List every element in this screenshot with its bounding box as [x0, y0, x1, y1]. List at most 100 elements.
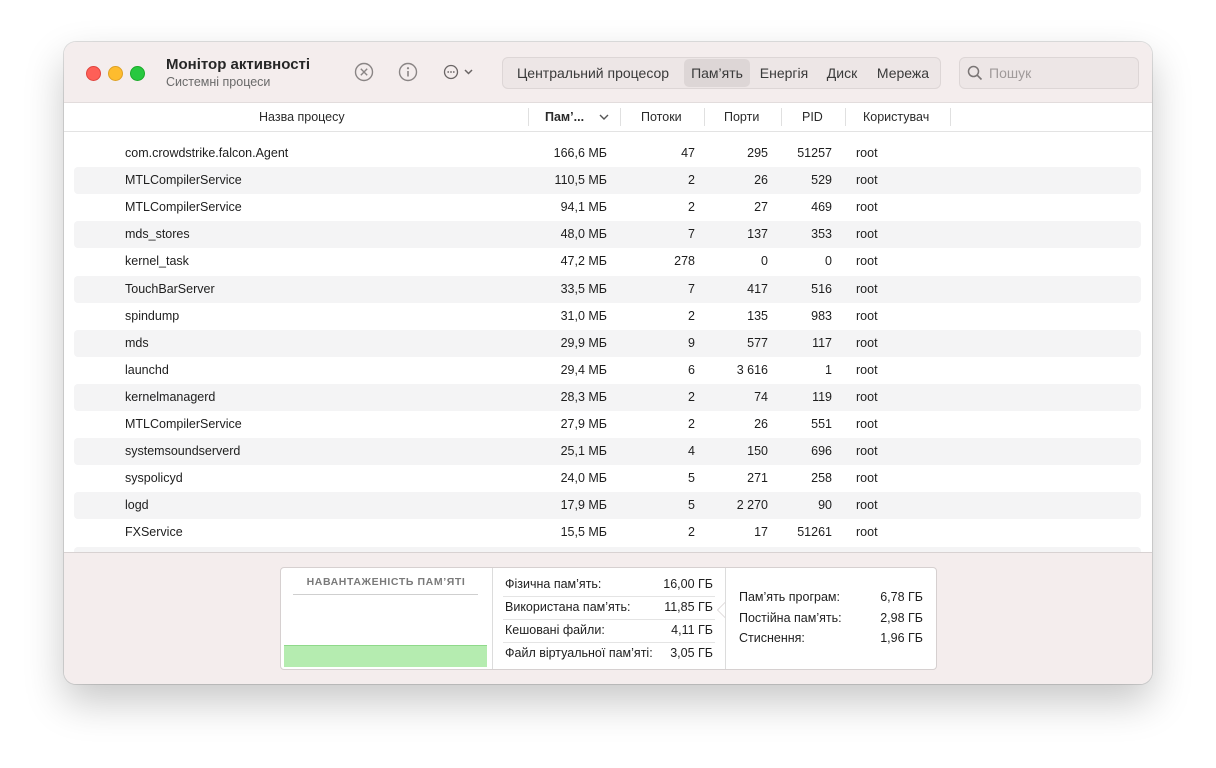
process-name: kernelmanagerd: [125, 389, 216, 404]
table-row[interactable]: MTLCompilerService 110,5 МБ 2 26 529 root: [74, 167, 1141, 195]
process-memory: 110,5 МБ: [554, 173, 607, 188]
process-user: root: [856, 389, 878, 404]
column-header-name[interactable]: Назва процесу: [259, 110, 345, 124]
column-header-user[interactable]: Користувач: [863, 110, 930, 124]
process-ports: 74: [754, 389, 768, 404]
process-pid: 258: [811, 471, 832, 486]
process-threads: 2: [688, 173, 695, 188]
process-threads: 47: [681, 146, 695, 160]
process-threads: 7: [688, 281, 695, 296]
column-header-ports[interactable]: Порти: [724, 110, 760, 124]
close-window-button[interactable]: [86, 66, 101, 81]
stat-value: 2,98 ГБ: [880, 611, 923, 625]
process-ports: 3 616: [736, 362, 768, 377]
process-user: root: [856, 146, 878, 160]
search-placeholder: Пошук: [989, 65, 1032, 81]
tab-memory[interactable]: Пам’ять: [684, 59, 750, 87]
table-row[interactable]: MTLCompilerService 94,1 МБ 2 27 469 root: [74, 194, 1141, 221]
more-actions-icon[interactable]: [442, 62, 476, 82]
column-header-pid[interactable]: PID: [802, 110, 823, 124]
process-threads: 2: [688, 308, 695, 323]
tab-bar: Центральний процесор Пам’ять Енергія Дис…: [502, 57, 941, 89]
zoom-window-button[interactable]: [130, 66, 145, 81]
table-row[interactable]: launchd 29,4 МБ 6 3 616 1 root: [74, 357, 1141, 384]
table-row[interactable]: systemsoundserverd 25,1 МБ 4 150 696 root: [74, 438, 1141, 466]
process-memory: 33,5 МБ: [560, 281, 607, 296]
process-name: mds: [125, 335, 149, 350]
process-user: root: [856, 227, 878, 242]
process-memory: 24,0 МБ: [560, 471, 607, 486]
process-threads: 2: [688, 417, 695, 431]
app-title: Монітор активності: [166, 56, 311, 73]
process-ports: 577: [747, 335, 768, 350]
process-pid: 0: [825, 254, 832, 269]
table-row[interactable]: mds_stores 48,0 МБ 7 137 353 root: [74, 221, 1141, 249]
process-ports: 150: [747, 444, 768, 459]
process-user: root: [856, 471, 878, 486]
table-row[interactable]: syspolicyd 24,0 МБ 5 271 258 root: [74, 465, 1141, 492]
search-field[interactable]: Пошук: [959, 57, 1139, 89]
tab-network[interactable]: Мережа: [876, 65, 930, 81]
process-memory: 29,4 МБ: [560, 362, 607, 377]
process-pid: 696: [811, 444, 832, 459]
stat-value: 11,85 ГБ: [664, 600, 713, 614]
process-memory: 27,9 МБ: [560, 417, 607, 431]
process-pid: 119: [812, 389, 832, 404]
table-row[interactable]: com.crowdstrike.falcon.Agent 166,6 МБ 47 29…: [74, 140, 1141, 167]
stop-process-icon[interactable]: [354, 62, 374, 82]
process-threads: 7: [688, 227, 695, 242]
tab-disk[interactable]: Диск: [826, 65, 858, 81]
memory-pressure-graph: [284, 645, 487, 667]
process-user: root: [856, 444, 878, 459]
table-row[interactable]: MTLCompilerService 27,9 МБ 2 26 551 root: [74, 411, 1141, 438]
process-pid: 983: [811, 308, 832, 323]
app-subtitle: Системні процеси: [166, 75, 271, 89]
search-icon: [967, 65, 983, 81]
process-name: com.crowdstrike.falcon.Agent: [125, 146, 289, 160]
process-memory: 17,9 МБ: [560, 498, 607, 513]
process-name: spindump: [125, 308, 180, 323]
table-row[interactable]: FXService 15,5 МБ 2 17 51261 root: [74, 519, 1141, 546]
sort-chevron-down-icon[interactable]: [599, 114, 609, 121]
table-row[interactable]: spindump 31,0 МБ 2 135 983 root: [74, 303, 1141, 330]
process-threads: 5: [688, 498, 695, 513]
table-row[interactable]: kernelmanagerd 28,3 МБ 2 74 119 root: [74, 383, 1141, 411]
process-ports: 17: [754, 525, 768, 540]
process-name: syspolicyd: [125, 471, 183, 486]
tab-cpu[interactable]: Центральний процесор: [516, 65, 670, 81]
process-pid: 51261: [797, 525, 832, 540]
process-memory: 94,1 МБ: [560, 200, 607, 215]
table-row[interactable]: mds 29,9 МБ 9 577 117 root: [74, 329, 1141, 357]
process-name: launchd: [125, 362, 169, 377]
process-memory: 47,2 МБ: [560, 254, 607, 269]
tab-energy[interactable]: Енергія: [759, 65, 809, 81]
activity-monitor-window: Монітор активності Системні процеси Цент…: [64, 42, 1152, 684]
table-row[interactable]: kernel_task 47,2 МБ 278 0 0 root: [74, 248, 1141, 275]
memory-footer: НАВАНТАЖЕНІСТЬ ПАМ’ЯТІ Фізична пам’ять: …: [64, 552, 1152, 684]
process-threads: 4: [688, 444, 695, 459]
minimize-window-button[interactable]: [108, 66, 123, 81]
process-ports: 27: [754, 200, 768, 215]
table-row[interactable]: logd 17,9 МБ 5 2 270 90 root: [74, 492, 1141, 520]
process-name: MTLCompilerService: [125, 173, 242, 188]
column-header-memory[interactable]: Пам’...: [545, 110, 585, 124]
process-memory: 28,3 МБ: [560, 389, 607, 404]
process-memory: 15,5 МБ: [560, 525, 607, 540]
table-row[interactable]: TouchBarServer 33,5 МБ 7 417 516 root: [74, 275, 1141, 303]
stat-label: Стиснення:: [739, 631, 805, 645]
table-header: Назва процесу Пам’... Потоки Порти PID К…: [64, 103, 1152, 132]
process-ports: 2 270: [736, 498, 768, 513]
stat-label: Файл віртуальної пам’яті:: [505, 646, 653, 660]
process-threads: 2: [688, 389, 695, 404]
process-user: root: [856, 200, 878, 215]
process-pid: 551: [811, 417, 832, 431]
process-user: root: [856, 417, 878, 431]
table-row[interactable]: [74, 546, 1141, 552]
info-icon[interactable]: [398, 62, 418, 82]
memory-stats-panel: НАВАНТАЖЕНІСТЬ ПАМ’ЯТІ Фізична пам’ять: …: [280, 567, 937, 670]
column-header-threads[interactable]: Потоки: [641, 110, 682, 124]
process-user: root: [856, 254, 878, 269]
stat-label: Кешовані файли:: [505, 623, 605, 637]
memory-pressure-title: НАВАНТАЖЕНІСТЬ ПАМ’ЯТІ: [306, 576, 466, 588]
process-user: root: [856, 498, 878, 513]
